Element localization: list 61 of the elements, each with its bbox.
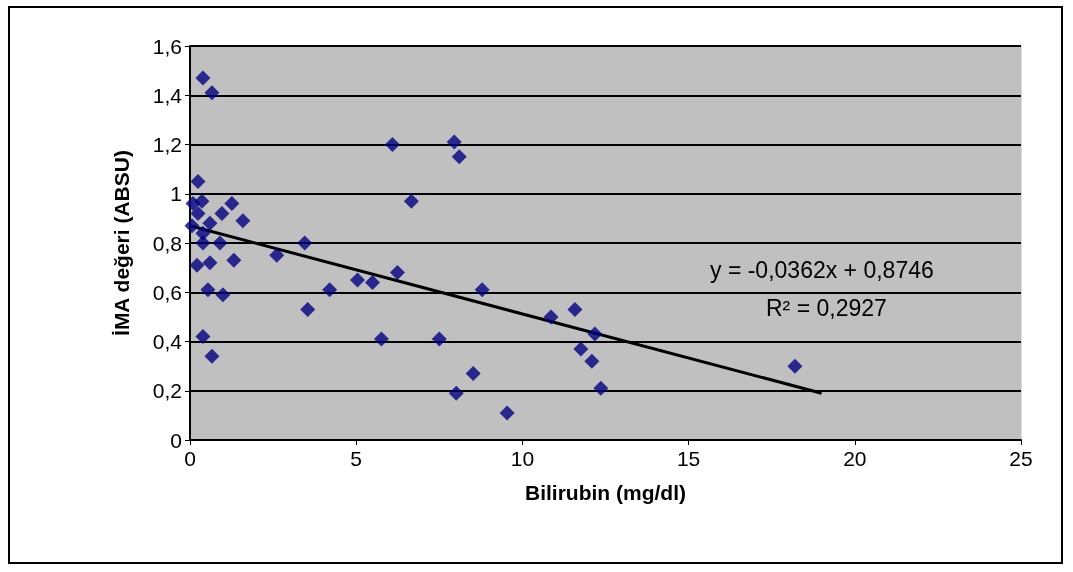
- point: [204, 85, 220, 101]
- x-axis-title: Bilirubin (mg/dl): [525, 481, 686, 504]
- point: [195, 235, 211, 251]
- y-tick-label: 0,6: [152, 280, 182, 304]
- x-tick-label: 20: [843, 447, 867, 470]
- point: [202, 255, 218, 271]
- point: [474, 282, 490, 298]
- x-tick-label: 5: [350, 447, 363, 470]
- y-axis-title: İMA değeri (ABSU): [110, 150, 133, 336]
- point: [499, 405, 515, 421]
- x-tick-label: 10: [510, 447, 535, 470]
- point: [384, 137, 400, 152]
- point: [446, 134, 462, 150]
- point: [190, 205, 206, 221]
- point: [584, 353, 600, 369]
- point: [364, 274, 380, 290]
- y-tick-label: 1: [170, 182, 182, 206]
- point: [200, 282, 216, 298]
- point: [373, 331, 389, 347]
- point: [215, 287, 231, 303]
- point: [451, 149, 467, 165]
- point: [214, 205, 230, 221]
- point: [543, 309, 559, 325]
- point: [226, 252, 242, 268]
- point: [195, 329, 211, 345]
- point: [403, 193, 419, 209]
- point: [204, 348, 220, 364]
- point: [190, 173, 206, 189]
- point: [212, 235, 228, 251]
- point: [300, 301, 316, 317]
- y-tick-label: 1,2: [152, 133, 182, 156]
- y-tick-label: 0,4: [152, 330, 183, 353]
- point: [194, 193, 210, 209]
- y-tick-label: 0: [170, 428, 182, 452]
- point: [350, 272, 366, 288]
- point: [573, 341, 589, 357]
- point: [184, 218, 200, 234]
- point: [431, 331, 447, 347]
- y-tick-label: 0,8: [152, 231, 182, 255]
- point: [465, 366, 481, 382]
- point: [297, 235, 313, 251]
- point: [593, 380, 609, 396]
- point: [195, 70, 211, 86]
- y-tick-label: 1,6: [152, 34, 182, 58]
- point: [389, 265, 405, 281]
- y-tick-label: 0,2: [152, 379, 182, 403]
- x-tick-label: 25: [1009, 447, 1033, 470]
- point: [448, 385, 464, 401]
- point: [587, 326, 603, 342]
- y-tick-label: 1,4: [152, 83, 183, 107]
- point: [567, 301, 583, 317]
- x-tick-label: 15: [676, 447, 701, 470]
- point: [189, 257, 205, 273]
- annotation: y = -0,0362x + 0,8746: [710, 256, 934, 283]
- annotation: R² = 0,2927: [766, 294, 887, 321]
- point: [224, 196, 240, 212]
- point: [235, 213, 251, 229]
- point: [202, 215, 218, 231]
- point: [269, 247, 285, 263]
- point: [787, 358, 803, 374]
- point: [322, 282, 338, 298]
